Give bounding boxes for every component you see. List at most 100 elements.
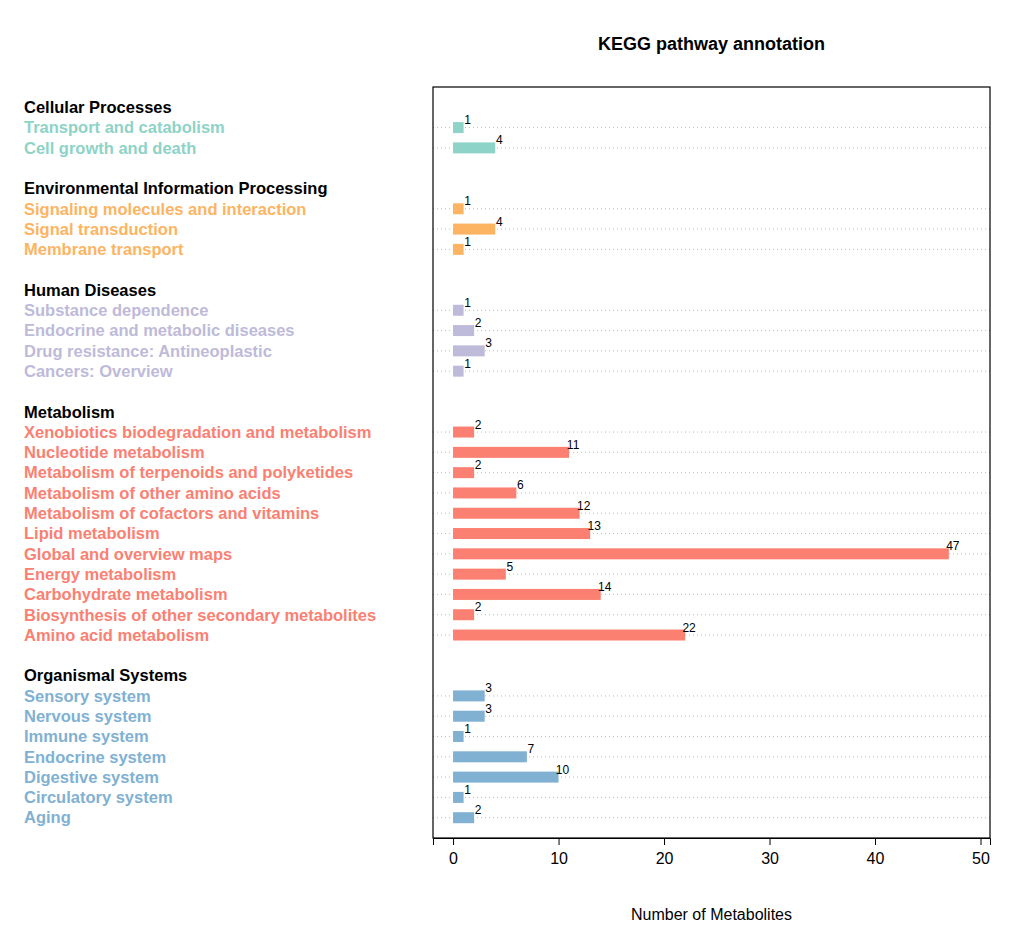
category-label: Biosynthesis of other secondary metaboli… (24, 606, 376, 624)
tick: 20 (656, 838, 674, 867)
tick-label: 0 (449, 850, 458, 867)
tick: 30 (761, 838, 779, 867)
row-guide (433, 350, 990, 351)
category-label: Circulatory system (24, 788, 173, 806)
tick-mark (453, 838, 454, 845)
data-label: 1 (464, 357, 471, 371)
row-guides (433, 128, 990, 818)
tick-mark (981, 838, 982, 845)
data-label: 4 (496, 215, 503, 229)
row-guide (433, 208, 990, 209)
tick-label: 20 (656, 850, 674, 867)
data-label: 1 (464, 194, 471, 208)
data-label: 5 (506, 560, 513, 574)
title: KEGG pathway annotation (598, 34, 825, 54)
bar (453, 772, 558, 783)
row-guide (433, 736, 990, 737)
category-label: Metabolism of other amino acids (24, 484, 281, 502)
bar (453, 142, 495, 153)
data-label: 2 (475, 316, 482, 330)
category-label: Xenobiotics biodegradation and metabolis… (24, 423, 371, 441)
data-labels: 1414112312112612134751422233171012 (464, 113, 960, 817)
tick: 40 (867, 838, 885, 867)
bar (453, 345, 485, 356)
category-label: Amino acid metabolism (24, 626, 209, 644)
tick-mark (875, 838, 876, 845)
bar (453, 751, 527, 762)
x-axis-title: Number of Metabolites (631, 906, 792, 923)
bar (453, 548, 949, 559)
tick-mark (664, 838, 665, 845)
bar (453, 203, 464, 214)
plot-frame (433, 87, 990, 838)
group-label: Metabolism (24, 403, 115, 421)
category-label: Cancers: Overview (24, 362, 173, 380)
category-label: Immune system (24, 727, 149, 745)
chart: KEGG pathway annotation14141123121126121… (0, 0, 1035, 941)
data-label: 1 (464, 235, 471, 249)
data-label: 3 (485, 681, 492, 695)
data-label: 1 (464, 783, 471, 797)
row-guide (433, 797, 990, 798)
bar (453, 792, 464, 803)
data-label: 6 (517, 478, 524, 492)
category-label: Drug resistance: Antineoplastic (24, 342, 272, 360)
row-guide (433, 371, 990, 372)
data-label: 14 (598, 580, 612, 594)
data-label: 3 (485, 702, 492, 716)
bar (453, 305, 464, 316)
row-guide (433, 574, 990, 575)
tick: 10 (550, 838, 568, 867)
bar (453, 487, 516, 498)
group-label: Cellular Processes (24, 98, 172, 116)
category-label: Signaling molecules and interaction (24, 200, 306, 218)
row-guide (433, 492, 990, 493)
bar (453, 711, 485, 722)
category-label: Transport and catabolism (24, 118, 225, 136)
bar (453, 366, 464, 377)
category-label: Carbohydrate metabolism (24, 585, 228, 603)
category-label: Nucleotide metabolism (24, 443, 205, 461)
data-label: 1 (464, 722, 471, 736)
bar (453, 609, 474, 620)
category-label: Cell growth and death (24, 139, 196, 157)
category-label: Aging (24, 808, 71, 826)
tick: 50 (972, 838, 990, 867)
row-guide (433, 330, 990, 331)
bar (453, 589, 601, 600)
bar (453, 528, 590, 539)
category-label: Endocrine and metabolic diseases (24, 321, 295, 339)
tick: 0 (449, 838, 458, 867)
category-label: Signal transduction (24, 220, 178, 238)
data-label: 2 (475, 803, 482, 817)
row-guide (433, 716, 990, 717)
data-label: 12 (577, 499, 591, 513)
data-label: 1 (464, 296, 471, 310)
data-label: 11 (567, 438, 580, 452)
row-guide (433, 432, 990, 433)
category-label: Membrane transport (24, 240, 184, 258)
data-label: 4 (496, 133, 503, 147)
category-label: Metabolism of terpenoids and polyketides (24, 463, 353, 481)
data-label: 13 (588, 519, 602, 533)
tick-label: 30 (761, 850, 779, 867)
row-guide (433, 310, 990, 311)
row-guide (433, 695, 990, 696)
row-guide (433, 249, 990, 250)
category-label: Energy metabolism (24, 565, 176, 583)
bar (453, 467, 474, 478)
bar (453, 812, 474, 823)
group-label: Organismal Systems (24, 666, 187, 684)
category-label: Substance dependence (24, 301, 208, 319)
data-label: 2 (475, 418, 482, 432)
data-label: 2 (475, 458, 482, 472)
data-label: 1 (464, 113, 471, 127)
tick-mark (770, 838, 771, 845)
category-label: Lipid metabolism (24, 524, 160, 542)
x-axis: 0 10 20 30 40 50 (434, 838, 991, 867)
bar (453, 569, 506, 580)
tick-label: 50 (972, 850, 990, 867)
group-label: Environmental Information Processing (24, 179, 327, 197)
category-label: Metabolism of cofactors and vitamins (24, 504, 319, 522)
data-label: 7 (528, 742, 535, 756)
